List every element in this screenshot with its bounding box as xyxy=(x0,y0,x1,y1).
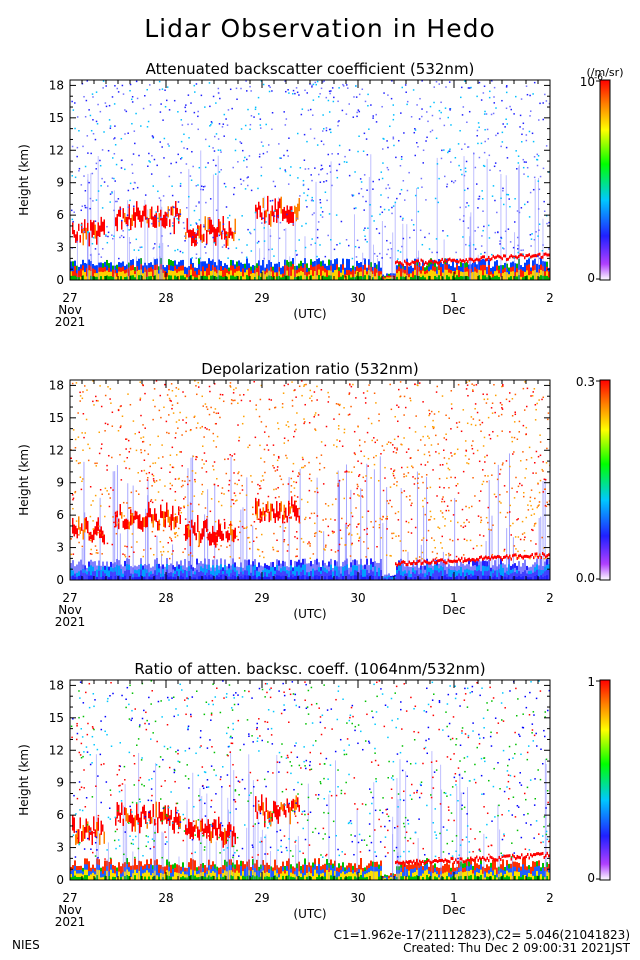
y-tick-label: 18 xyxy=(49,678,64,692)
x-tick-label: 2 xyxy=(546,591,554,605)
x-tick-label: 30 xyxy=(350,891,365,905)
x-tick-label: 1 xyxy=(450,891,458,905)
x-tick-label: 1 xyxy=(450,291,458,305)
x-date-label: Dec xyxy=(442,603,465,617)
colorbar-unit: (/m/sr) xyxy=(587,66,624,79)
x-date-label: Dec xyxy=(442,903,465,917)
y-tick-label: 12 xyxy=(49,743,64,757)
x-tick-label: 29 xyxy=(254,591,269,605)
data-texture-1 xyxy=(70,80,550,280)
y-tick-label: 15 xyxy=(49,411,64,425)
x-axis-label: (UTC) xyxy=(293,907,326,921)
footer-created: Created: Thu Dec 2 09:00:31 2021JST xyxy=(403,941,630,955)
y-tick-label: 0 xyxy=(56,873,64,887)
main-title: Lidar Observation in Hedo xyxy=(144,14,496,43)
data-texture-3 xyxy=(70,680,550,880)
colorbar xyxy=(599,679,611,881)
x-tick-label: 2 xyxy=(546,891,554,905)
y-tick-label: 6 xyxy=(56,508,64,522)
x-tick-label: 30 xyxy=(350,591,365,605)
x-tick-label: 27 xyxy=(62,591,77,605)
colorbar-exponent: -6 xyxy=(594,73,603,83)
x-tick-label: 1 xyxy=(450,591,458,605)
y-tick-label: 9 xyxy=(56,776,64,790)
data-texture-2 xyxy=(70,380,550,580)
colorbar-max-label: 1 xyxy=(587,675,595,689)
panel-3: Ratio of atten. backsc. coeff. (1064nm/5… xyxy=(17,660,611,929)
y-tick-label: 15 xyxy=(49,711,64,725)
panel-title: Attenuated backscatter coefficient (532n… xyxy=(146,60,475,78)
y-tick-label: 0 xyxy=(56,573,64,587)
panel-title: Depolarization ratio (532nm) xyxy=(201,360,419,378)
y-tick-label: 6 xyxy=(56,808,64,822)
x-tick-label: 2 xyxy=(546,291,554,305)
x-date-label: Nov xyxy=(58,903,81,917)
y-tick-label: 6 xyxy=(56,208,64,222)
x-tick-label: 30 xyxy=(350,291,365,305)
colorbar-min-label: 0.0 xyxy=(576,571,595,585)
panel-1: Attenuated backscatter coefficient (532n… xyxy=(17,60,623,329)
x-tick-label: 28 xyxy=(158,591,173,605)
y-tick-label: 0 xyxy=(56,273,64,287)
colorbar xyxy=(599,79,611,281)
footer-nies: NIES xyxy=(12,938,40,952)
panel-2: Depolarization ratio (532nm)0369121518He… xyxy=(17,360,611,629)
y-tick-label: 9 xyxy=(56,476,64,490)
x-tick-label: 29 xyxy=(254,891,269,905)
y-tick-label: 3 xyxy=(56,841,64,855)
colorbar xyxy=(599,379,611,581)
x-date-label: 2021 xyxy=(55,915,86,929)
panel-title: Ratio of atten. backsc. coeff. (1064nm/5… xyxy=(134,660,485,678)
colorbar-max-label: 10 xyxy=(580,75,595,89)
y-tick-label: 3 xyxy=(56,241,64,255)
y-tick-label: 12 xyxy=(49,143,64,157)
x-date-label: Nov xyxy=(58,303,81,317)
x-tick-label: 27 xyxy=(62,891,77,905)
y-tick-label: 3 xyxy=(56,541,64,555)
x-tick-label: 28 xyxy=(158,291,173,305)
x-tick-label: 28 xyxy=(158,891,173,905)
x-axis-label: (UTC) xyxy=(293,607,326,621)
x-date-label: 2021 xyxy=(55,615,86,629)
x-date-label: 2021 xyxy=(55,315,86,329)
y-axis-label: Height (km) xyxy=(17,744,31,815)
x-axis-label: (UTC) xyxy=(293,307,326,321)
x-date-label: Nov xyxy=(58,603,81,617)
y-tick-label: 9 xyxy=(56,176,64,190)
footer-constants: C1=1.962e-17(21112823),C2= 5.046(2104182… xyxy=(333,928,630,942)
y-tick-label: 18 xyxy=(49,78,64,92)
x-date-label: Dec xyxy=(442,303,465,317)
y-tick-label: 15 xyxy=(49,111,64,125)
colorbar-min-label: 0 xyxy=(587,271,595,285)
y-tick-label: 12 xyxy=(49,443,64,457)
y-tick-label: 18 xyxy=(49,378,64,392)
colorbar-max-label: 0.3 xyxy=(576,375,595,389)
x-tick-label: 27 xyxy=(62,291,77,305)
y-axis-label: Height (km) xyxy=(17,444,31,515)
colorbar-min-label: 0 xyxy=(587,871,595,885)
x-tick-label: 29 xyxy=(254,291,269,305)
y-axis-label: Height (km) xyxy=(17,144,31,215)
